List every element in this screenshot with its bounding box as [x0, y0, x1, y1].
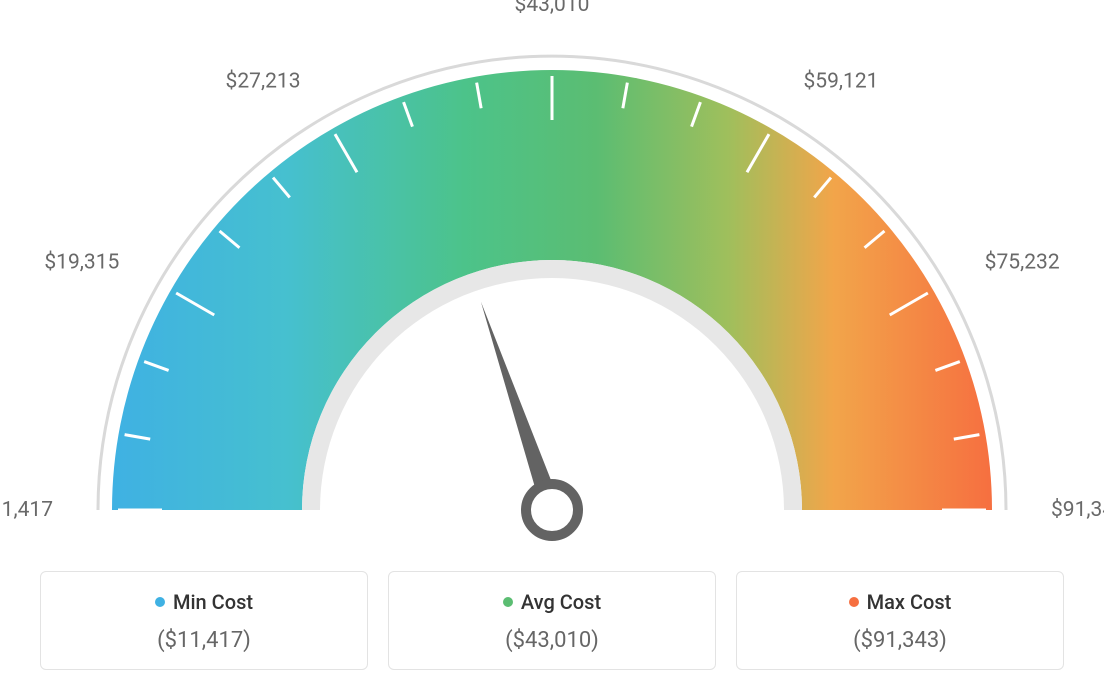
gauge-tick-label: $75,232: [985, 251, 1060, 275]
legend-dot-avg: [503, 597, 513, 607]
gauge-needle-hub: [526, 484, 578, 536]
legend-title-label: Avg Cost: [521, 590, 601, 614]
cost-gauge-chart: $11,417 $19,315 $27,213 $43,010 $59,121 $75,2…: [0, 0, 1104, 690]
legend-value-max: ($91,343): [747, 628, 1053, 653]
legend-title-min: Min Cost: [155, 590, 253, 614]
gauge-arc: [112, 70, 992, 510]
legend-dot-min: [155, 597, 165, 607]
gauge-tick-label: $59,121: [804, 69, 879, 93]
gauge-tick-label: $19,315: [44, 251, 119, 275]
legend-card-avg: Avg Cost ($43,010): [388, 571, 716, 670]
gauge-tick-label: $27,213: [226, 69, 301, 93]
legend-value-min: ($11,417): [51, 628, 357, 653]
legend-card-min: Min Cost ($11,417): [40, 571, 368, 670]
legend-title-label: Min Cost: [173, 590, 253, 614]
gauge-tick-label: $43,010: [515, 0, 590, 17]
legend-title-max: Max Cost: [849, 590, 952, 614]
legend-title-avg: Avg Cost: [503, 590, 601, 614]
legend-dot-max: [849, 597, 859, 607]
legend-title-label: Max Cost: [867, 590, 952, 614]
gauge-svg: $11,417 $19,315 $27,213 $43,010 $59,121 $75,2…: [0, 0, 1104, 560]
legend-card-max: Max Cost ($91,343): [736, 571, 1064, 670]
legend-row: Min Cost ($11,417) Avg Cost ($43,010) Ma…: [0, 571, 1104, 670]
legend-value-avg: ($43,010): [399, 628, 705, 653]
gauge-tick-label: $11,417: [0, 498, 53, 522]
gauge-tick-label: $91,343: [1051, 498, 1104, 522]
